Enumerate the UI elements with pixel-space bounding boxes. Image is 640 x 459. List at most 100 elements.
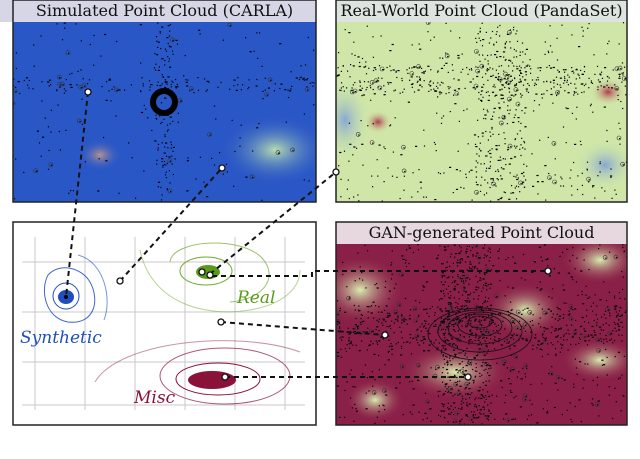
point-mark xyxy=(454,354,456,356)
point-mark xyxy=(233,85,235,87)
point-mark xyxy=(367,311,369,313)
point-mark xyxy=(472,255,474,257)
point-mark xyxy=(605,322,607,324)
carla-panel-title: Simulated Point Cloud (CARLA) xyxy=(35,1,294,20)
point-mark xyxy=(530,383,532,385)
point-mark xyxy=(360,323,362,325)
point-mark xyxy=(489,149,491,151)
point-mark xyxy=(574,268,576,270)
point-mark xyxy=(496,362,498,364)
point-mark xyxy=(343,150,346,152)
point-mark xyxy=(508,314,510,316)
point-mark xyxy=(379,66,385,72)
point-mark xyxy=(486,317,488,319)
point-mark xyxy=(456,345,458,347)
point-mark xyxy=(159,31,161,33)
point-mark xyxy=(593,330,595,332)
point-mark xyxy=(361,321,363,323)
point-mark xyxy=(544,312,547,315)
point-mark xyxy=(81,123,83,125)
latent-grid xyxy=(22,237,305,410)
point-mark xyxy=(391,348,394,350)
point-mark xyxy=(304,64,307,66)
point-mark xyxy=(531,320,533,322)
point-mark xyxy=(611,197,613,199)
point-mark xyxy=(552,66,555,69)
point-mark xyxy=(393,309,399,315)
point-mark xyxy=(387,350,391,352)
point-mark xyxy=(349,347,351,349)
point-mark xyxy=(580,144,582,146)
point-mark xyxy=(425,323,427,325)
point-mark xyxy=(554,158,556,160)
point-mark xyxy=(558,328,561,330)
point-mark xyxy=(439,309,441,311)
point-mark xyxy=(429,308,431,310)
point-mark xyxy=(456,390,462,396)
point-mark xyxy=(517,186,520,188)
point-mark xyxy=(352,328,354,330)
point-mark xyxy=(458,322,460,324)
point-mark xyxy=(580,83,583,85)
point-mark xyxy=(275,150,281,155)
point-mark xyxy=(440,291,442,293)
point-mark xyxy=(588,334,590,336)
point-mark xyxy=(582,35,584,37)
misc-label: Misc xyxy=(134,388,176,408)
point-mark xyxy=(447,293,449,295)
point-mark xyxy=(359,80,361,82)
point-mark xyxy=(571,112,573,114)
point-mark xyxy=(515,83,518,85)
point-mark xyxy=(478,416,480,418)
point-mark xyxy=(473,357,476,359)
point-mark xyxy=(483,301,486,303)
point-mark xyxy=(409,309,412,311)
point-mark xyxy=(588,269,590,271)
point-mark xyxy=(487,139,489,141)
point-mark xyxy=(401,314,403,316)
point-mark xyxy=(515,33,517,35)
point-mark xyxy=(514,85,516,87)
point-mark xyxy=(377,77,380,79)
point-mark xyxy=(487,182,489,184)
point-mark xyxy=(354,82,356,84)
point-mark xyxy=(164,79,166,81)
point-mark xyxy=(491,181,493,184)
point-mark xyxy=(262,98,264,100)
point-mark xyxy=(62,84,64,86)
point-mark xyxy=(475,160,477,162)
point-mark xyxy=(530,331,533,333)
point-mark xyxy=(496,50,499,53)
point-mark xyxy=(474,370,476,372)
point-mark xyxy=(348,333,350,335)
point-mark xyxy=(451,324,453,326)
carla-frame xyxy=(12,0,317,203)
point-mark xyxy=(583,259,585,261)
point-mark xyxy=(586,309,588,311)
point-mark xyxy=(510,334,513,336)
point-mark xyxy=(497,170,500,173)
point-mark xyxy=(539,67,542,69)
point-mark xyxy=(403,189,405,191)
point-mark xyxy=(431,306,433,308)
point-mark xyxy=(516,133,519,135)
point-mark xyxy=(392,69,395,71)
point-mark xyxy=(163,160,166,163)
point-mark xyxy=(357,194,359,196)
point-mark xyxy=(401,347,403,349)
point-mark xyxy=(481,100,483,102)
point-mark xyxy=(389,325,391,327)
point-mark xyxy=(360,314,362,316)
point-mark xyxy=(401,80,403,82)
point-mark xyxy=(311,81,313,84)
point-mark xyxy=(65,78,67,81)
point-mark xyxy=(503,70,505,72)
point-mark xyxy=(442,347,444,349)
point-mark xyxy=(620,162,625,167)
point-mark xyxy=(578,342,580,344)
point-mark xyxy=(480,99,483,101)
point-mark xyxy=(517,117,520,119)
point-mark xyxy=(475,66,477,68)
point-mark xyxy=(390,343,392,345)
point-mark xyxy=(458,407,460,410)
